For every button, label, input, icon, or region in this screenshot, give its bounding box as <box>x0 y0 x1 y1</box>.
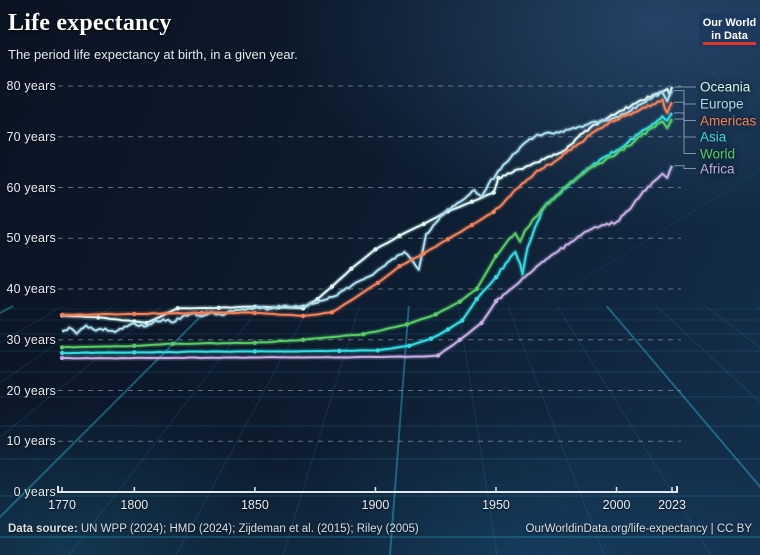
owid-logo-accent-bar <box>703 42 756 45</box>
legend-connectors <box>674 86 696 169</box>
line-africa <box>59 164 675 362</box>
footer-source-text: UN WPP (2024); HMD (2024); Zijdeman et a… <box>77 523 419 535</box>
y-axis-label-10: 10 years <box>6 434 56 449</box>
legend-item-europe[interactable]: Europe <box>700 96 744 112</box>
y-axis-label-40: 40 years <box>6 282 56 296</box>
perspective-floor-grid <box>0 59 760 555</box>
y-axis-label-50: 50 years <box>6 231 56 246</box>
y-axis-label-0: 0 years <box>13 485 56 499</box>
footer-owid-link[interactable]: OurWorldinData.org/life-expectancy | CC … <box>525 523 752 535</box>
y-axis-label-80: 80 years <box>6 79 56 93</box>
line-europe <box>60 89 675 337</box>
legend-item-world[interactable]: World <box>700 146 736 161</box>
footer-data-source: Data source: UN WPP (2024); HMD (2024); … <box>8 523 419 535</box>
line-oceania <box>59 86 675 326</box>
line-world <box>59 117 675 351</box>
owid-logo-line1: Our World <box>702 17 757 29</box>
y-axis-label-20: 20 years <box>6 383 56 398</box>
legend-item-americas[interactable]: Americas <box>700 113 757 128</box>
x-axis-label-1900: 1900 <box>361 498 390 512</box>
x-axis-label-1950: 1950 <box>482 498 510 512</box>
page-subtitle: The period life expectancy at birth, in … <box>8 47 298 62</box>
x-axis <box>57 486 678 493</box>
line-americas <box>59 96 675 319</box>
y-axis-label-30: 30 years <box>6 332 56 347</box>
y-axis-label-60: 60 years <box>6 180 56 195</box>
legend-item-oceania[interactable]: Oceania <box>700 79 751 95</box>
owid-logo-line2: in Data <box>711 30 748 42</box>
legend-item-asia[interactable]: Asia <box>700 129 727 145</box>
line-asia <box>59 111 675 357</box>
page-title: Life expectancy <box>8 10 172 36</box>
x-axis-label-1850: 1850 <box>240 498 269 512</box>
legend-item-africa[interactable]: Africa <box>700 161 735 176</box>
x-axis-label-1770: 1770 <box>48 498 76 512</box>
x-axis-label-1800: 1800 <box>120 498 149 512</box>
y-axis-label-70: 70 years <box>6 129 56 144</box>
x-axis-label-2000: 2000 <box>602 498 631 512</box>
x-axis-label-2023: 2023 <box>658 498 686 512</box>
footer-source-label: Data source: <box>8 523 78 535</box>
owid-logo[interactable]: Our World in Data <box>699 13 760 48</box>
